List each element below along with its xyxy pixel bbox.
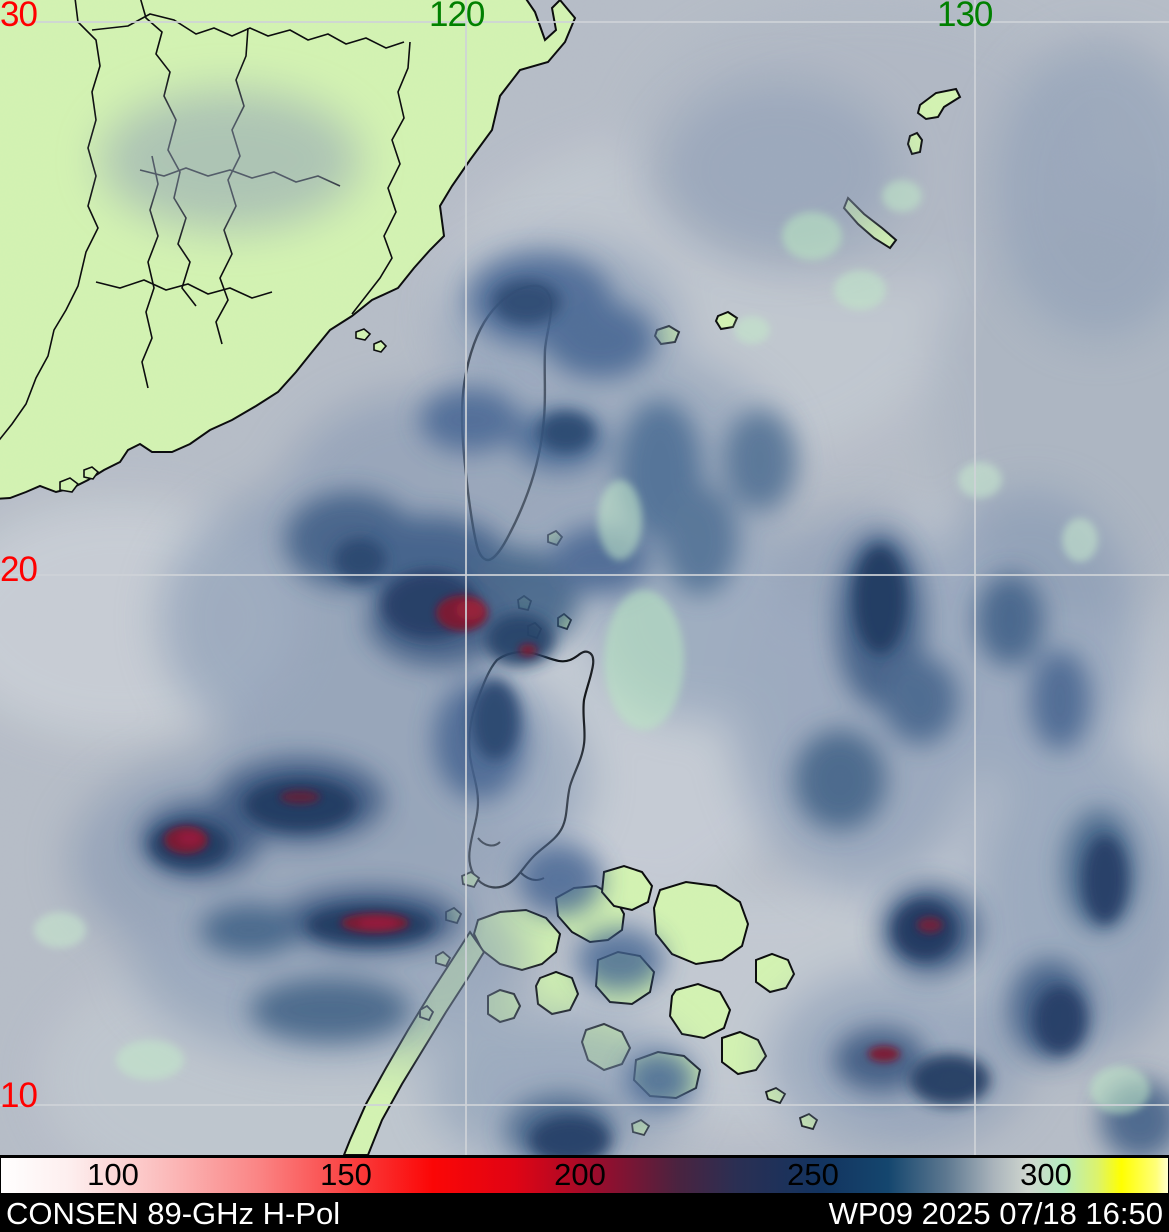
colorbar-tick-150: 150 xyxy=(320,1157,372,1192)
lon-label-130: 130 xyxy=(937,0,993,34)
sensor-noise-overlay xyxy=(0,0,1169,1155)
footer-bar: CONSEN 89-GHz H-Pol WP09 2025 07/18 16:5… xyxy=(0,1196,1169,1232)
lat-label-10: 10 xyxy=(0,1076,38,1115)
lat-label-20: 20 xyxy=(0,550,38,589)
colorbar-tick-300: 300 xyxy=(1020,1157,1072,1192)
graticule-lines xyxy=(0,0,1169,1155)
imagery-svg xyxy=(0,0,1169,1155)
storm-timestamp-label: WP09 2025 07/18 16:50 xyxy=(828,1196,1163,1231)
sensor-label: CONSEN 89-GHz H-Pol xyxy=(6,1196,341,1231)
satellite-imagery-canvas: 30 20 10 120 130 xyxy=(0,0,1169,1155)
lon-label-120: 120 xyxy=(429,0,485,34)
colorbar-tick-250: 250 xyxy=(787,1157,839,1192)
lat-label-30: 30 xyxy=(0,0,38,34)
colorbar-tick-100: 100 xyxy=(87,1157,139,1192)
colorbar-tick-200: 200 xyxy=(554,1157,606,1192)
brightness-temperature-colorbar xyxy=(1,1158,1168,1193)
colorbar-container: 100 150 200 250 300 xyxy=(0,1155,1169,1196)
